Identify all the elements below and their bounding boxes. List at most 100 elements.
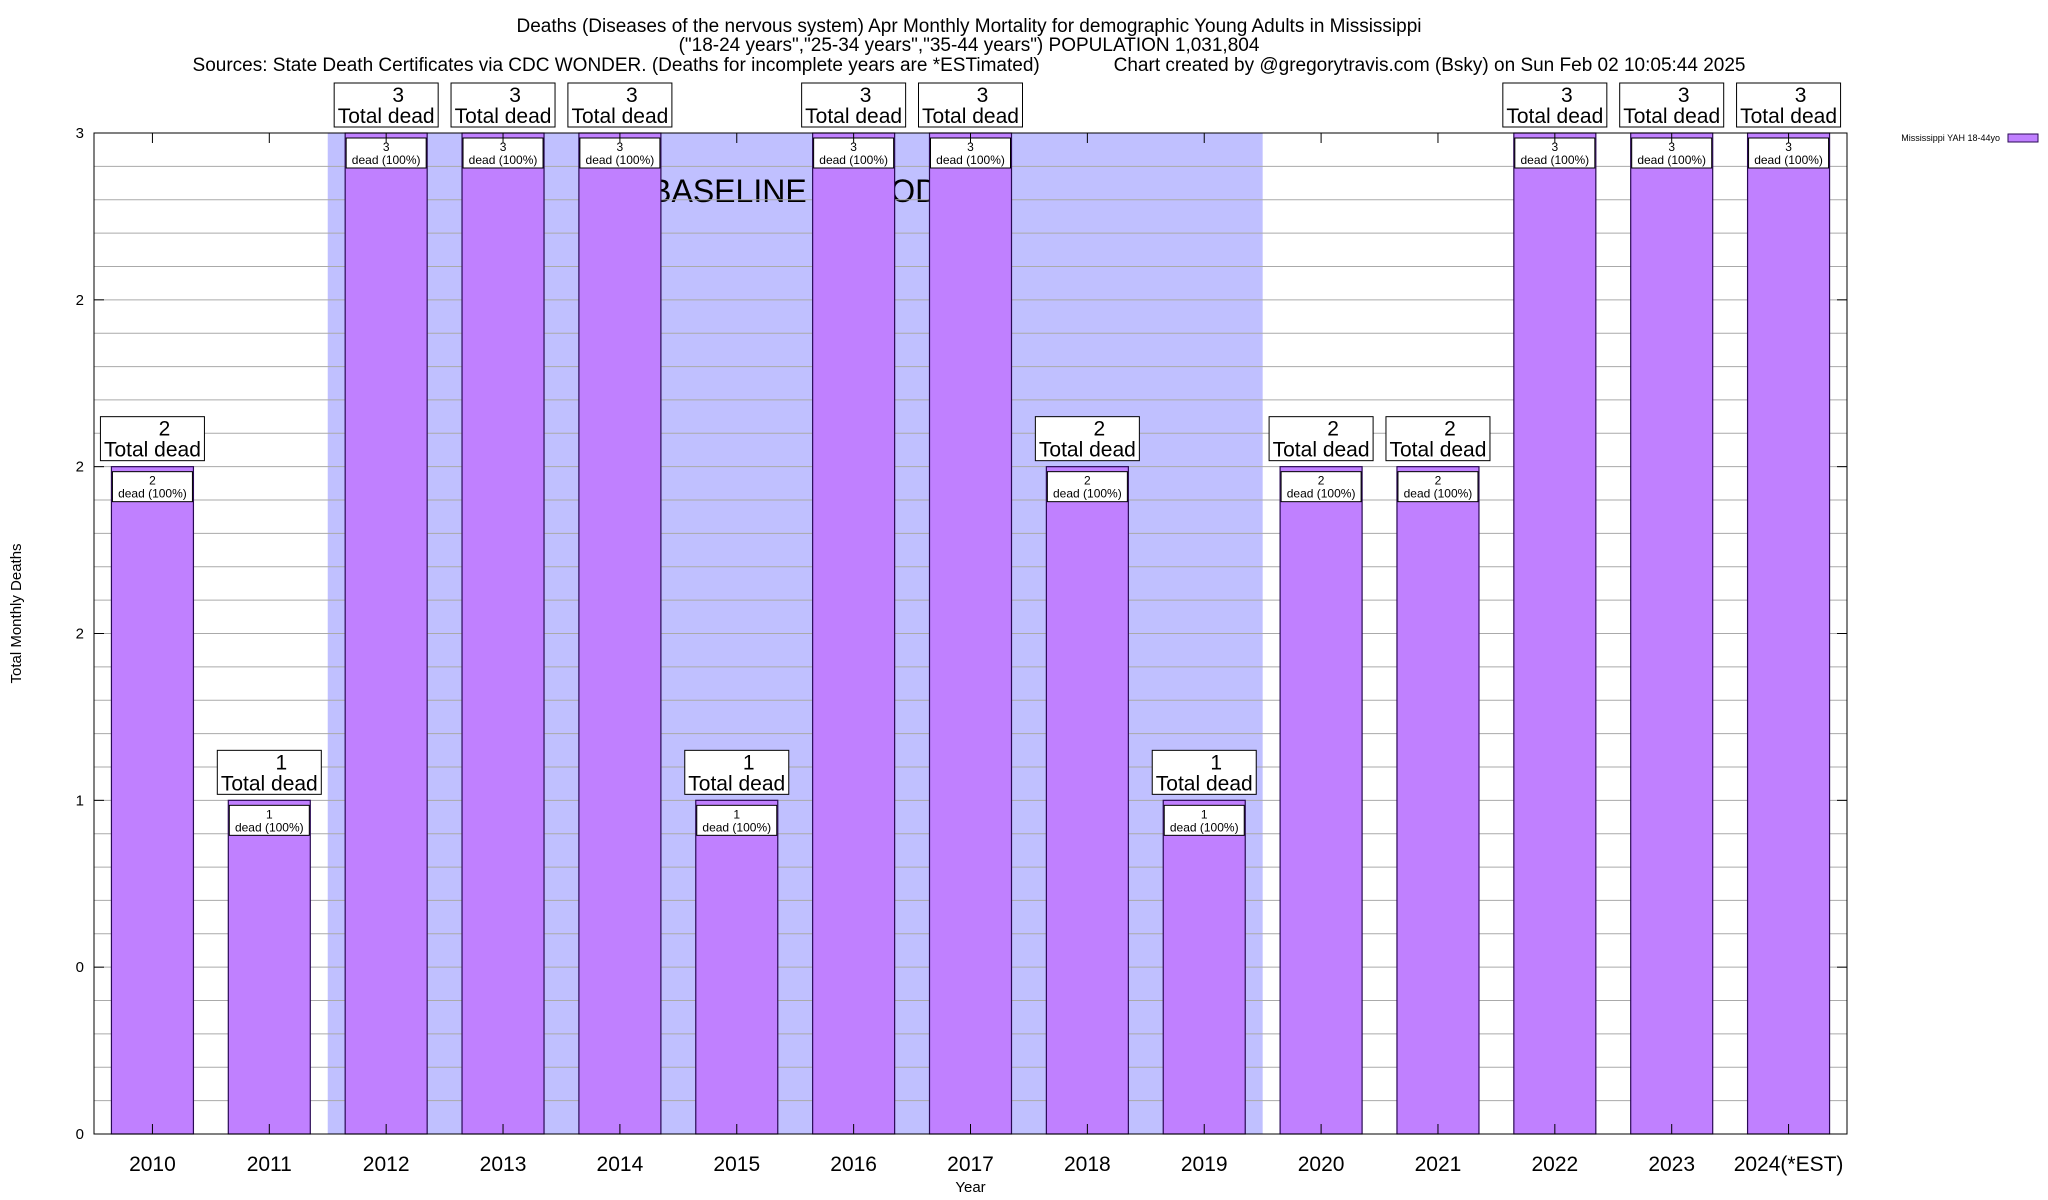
x-tick-label: 2011 [247,1153,292,1176]
x-tick-label: 2015 [713,1153,760,1176]
inner-label-box [228,804,310,836]
total-label-text: Total dead [1273,439,1370,462]
total-label-count: 2 [1444,418,1456,441]
inner-label-percent: dead (100%) [1754,153,1823,167]
inner-label-count: 3 [850,140,857,154]
inner-label-count: 1 [266,807,273,821]
total-label-text: Total dead [338,105,435,128]
total-label-text: Total dead [221,772,318,795]
inner-label-box [111,471,193,503]
total-label-text: Total dead [805,105,902,128]
total-label-count: 3 [626,84,638,107]
y-axis-label: Total Monthly Deaths [8,543,25,683]
inner-label-count: 2 [1084,474,1091,488]
bar-2016 [812,132,896,1135]
y-tick-label: 2 [76,459,84,476]
total-label-box [216,749,322,795]
inner-label-percent: dead (100%) [819,153,888,167]
total-label-box [99,416,205,462]
y-tick-label: 2 [76,626,84,643]
legend-swatch [2007,133,2039,143]
inner-label-percent: dead (100%) [118,487,187,501]
inner-label-percent: dead (100%) [936,153,1005,167]
inner-label-count: 3 [1785,140,1792,154]
total-label-text: Total dead [1623,105,1720,128]
chart-title: Deaths (Diseases of the nervous system) … [193,16,1746,76]
total-label-count: 3 [509,84,521,107]
bar-2011 [227,799,311,1135]
inner-label-count: 2 [1318,474,1325,488]
total-label-box [1502,82,1608,128]
total-label-box [567,82,673,128]
total-label-count: 3 [860,84,872,107]
inner-label-count: 3 [617,140,624,154]
inner-label-box [1280,471,1362,503]
x-tick-label: 2014 [597,1153,644,1176]
total-label-text: Total dead [455,105,552,128]
x-tick-label: 2018 [1064,1153,1111,1176]
total-label-box [684,749,790,795]
x-tick-label: 2013 [480,1153,527,1176]
inner-label-percent: dead (100%) [1287,487,1356,501]
inner-label-box [1046,471,1128,503]
title-line-2: ("18-24 years","25-34 years","35-44 year… [679,35,1260,56]
total-label-box [1736,82,1842,128]
bar-2017 [928,132,1013,1135]
inner-label-count: 3 [967,140,974,154]
inner-label-box [1397,471,1479,503]
total-label-box [333,82,439,128]
total-label-count: 3 [1561,84,1573,107]
total-label-text: Total dead [922,105,1019,128]
inner-label-count: 3 [500,140,507,154]
inner-label-percent: dead (100%) [1404,487,1473,501]
total-label-count: 1 [743,751,755,774]
x-tick-label: 2020 [1298,1153,1345,1176]
total-label-box [1619,82,1725,128]
inner-label-box [696,804,778,836]
y-tick-label: 0 [76,959,84,976]
total-label-text: Total dead [1156,772,1253,795]
total-label-count: 2 [1094,418,1106,441]
total-label-box [1385,416,1491,462]
total-label-text: Total dead [571,105,668,128]
total-label-box [1268,416,1374,462]
inner-label-count: 2 [149,474,156,488]
total-label-count: 3 [392,84,404,107]
inner-label-percent: dead (100%) [352,153,421,167]
inner-label-count: 3 [1551,140,1558,154]
total-label-text: Total dead [1390,439,1487,462]
bar-2024(*EST) [1746,132,1831,1135]
total-label-count: 1 [275,751,287,774]
total-label-count: 1 [1210,751,1222,774]
x-tick-label: 2021 [1415,1153,1462,1176]
y-axis-ticks: 0 0 1 2 2 2 3 [76,125,1847,1143]
bar-2020 [1279,466,1363,1135]
bar-2019 [1162,799,1246,1135]
x-tick-label: 2024(*EST) [1734,1153,1844,1176]
x-axis-label: Year [955,1179,985,1196]
x-tick-label: 2017 [947,1153,994,1176]
y-tick-label: 1 [76,792,84,809]
inner-label-percent: dead (100%) [1520,153,1589,167]
inner-label-percent: dead (100%) [1637,153,1706,167]
inner-label-count: 3 [383,140,390,154]
total-label-count: 2 [159,418,171,441]
total-label-box [1034,416,1140,462]
inner-label-count: 1 [1201,807,1208,821]
bar-2023 [1630,132,1714,1135]
total-label-box [918,82,1023,128]
bar-2010 [110,466,195,1135]
x-tick-label: 2012 [363,1153,410,1176]
inner-label-percent: dead (100%) [1170,820,1239,834]
bar-2021 [1396,466,1480,1135]
inner-label-percent: dead (100%) [586,153,655,167]
total-label-box [1151,749,1257,795]
inner-label-box [1163,804,1245,836]
x-tick-label: 2010 [129,1153,176,1176]
bar-2014 [578,132,662,1135]
total-label-box [801,82,907,128]
x-tick-label: 2022 [1531,1153,1578,1176]
total-label-count: 3 [1678,84,1690,107]
title-line-1: Deaths (Diseases of the nervous system) … [516,16,1421,37]
